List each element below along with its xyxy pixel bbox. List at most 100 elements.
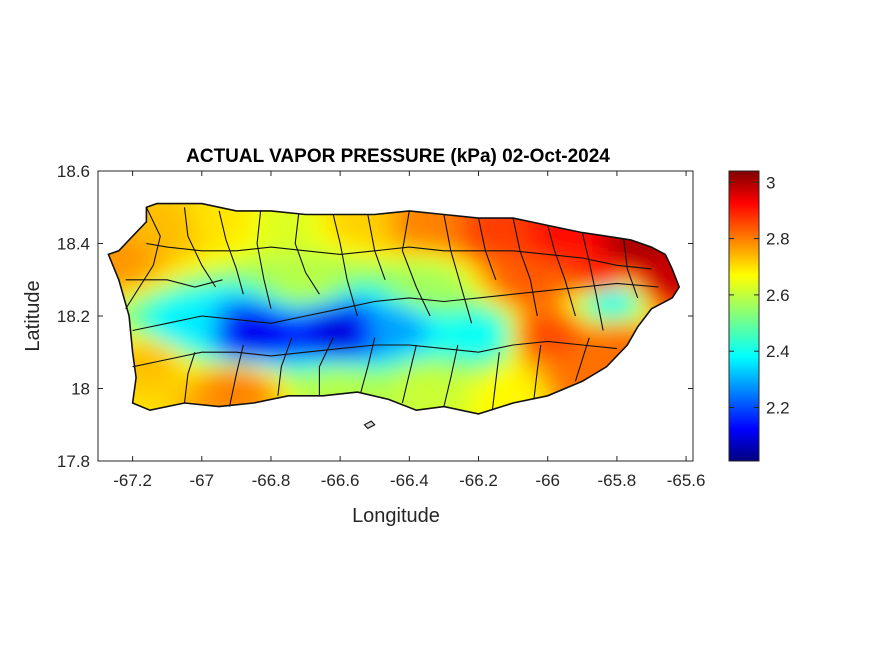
- field-cell: [492, 306, 502, 316]
- field-cell: [517, 358, 527, 368]
- field-cell: [143, 262, 153, 272]
- municipality-border: [574, 337, 590, 382]
- field-cell: [633, 288, 643, 298]
- field-cell: [284, 254, 294, 263]
- field-cell: [641, 306, 651, 316]
- field-cell: [201, 306, 211, 316]
- field-cell: [293, 367, 303, 377]
- field-cell: [268, 332, 278, 342]
- field-cell: [260, 332, 270, 342]
- field-cell: [434, 262, 444, 272]
- field-cell: [201, 271, 211, 281]
- field-cell: [409, 236, 419, 246]
- field-cell: [334, 288, 344, 298]
- field-cell: [417, 227, 427, 237]
- field-cell: [268, 236, 278, 246]
- field-cell: [160, 332, 170, 342]
- field-cell: [359, 262, 369, 272]
- field-cell: [343, 332, 353, 342]
- field-cell: [500, 271, 510, 281]
- field-cell: [260, 227, 270, 237]
- field-cell: [500, 236, 510, 246]
- field-cell: [318, 306, 328, 316]
- field-cell: [442, 384, 452, 394]
- field-cell: [218, 297, 228, 307]
- field-cell: [558, 341, 568, 350]
- y-tick-label: 18.4: [57, 235, 90, 254]
- field-cell: [575, 375, 585, 385]
- field-cell: [567, 332, 577, 342]
- field-cell: [152, 393, 162, 403]
- field-cell: [426, 367, 436, 377]
- field-cell: [467, 401, 477, 411]
- field-cell: [509, 341, 519, 350]
- field-cell: [318, 332, 328, 342]
- municipality-border: [443, 214, 473, 324]
- field-cell: [658, 280, 668, 290]
- field-cell: [550, 375, 560, 385]
- field-cell: [218, 384, 228, 394]
- field-cell: [550, 245, 560, 255]
- field-cell: [509, 219, 519, 229]
- field-cell: [500, 306, 510, 316]
- field-cell: [218, 288, 228, 298]
- field-cell: [243, 341, 253, 350]
- field-cell: [434, 375, 444, 385]
- field-cell: [517, 384, 527, 394]
- field-cell: [201, 349, 211, 359]
- field-cell: [534, 306, 544, 316]
- field-cell: [127, 262, 137, 272]
- field-cell: [343, 280, 353, 290]
- field-cell: [384, 210, 394, 220]
- field-cell: [359, 280, 369, 290]
- field-cell: [575, 314, 585, 324]
- field-cell: [193, 358, 203, 368]
- field-cell: [243, 375, 253, 385]
- field-cell: [451, 219, 460, 229]
- field-cell: [268, 314, 278, 324]
- field-cell: [417, 367, 427, 377]
- field-cell: [525, 375, 535, 385]
- field-cell: [392, 375, 402, 385]
- x-axis-ticks: -67.2 -67 -66.8 -66.6 -66.4 -66.2 -66 -65.8 -65.…: [113, 171, 705, 490]
- field-cell: [401, 375, 411, 385]
- field-cell: [301, 367, 311, 377]
- field-cell: [334, 219, 344, 229]
- field-cell: [459, 358, 469, 368]
- field-cell: [152, 262, 162, 272]
- field-cell: [525, 219, 535, 229]
- field-cell: [185, 323, 195, 333]
- field-cell: [226, 288, 236, 298]
- field-cell: [500, 358, 510, 368]
- x-tick-label: -67.2: [113, 471, 152, 490]
- field-cell: [235, 219, 245, 229]
- field-cell: [417, 349, 427, 359]
- field-cell: [260, 393, 270, 403]
- field-cell: [525, 297, 535, 307]
- field-cell: [235, 358, 245, 368]
- field-cell: [417, 219, 427, 229]
- field-cell: [301, 314, 311, 324]
- field-cell: [185, 203, 195, 211]
- field-cell: [492, 262, 502, 272]
- field-cell: [417, 210, 427, 220]
- field-cell: [143, 375, 153, 385]
- field-cell: [143, 227, 153, 237]
- field-cell: [168, 393, 178, 403]
- colorbar-tick-label: 2.6: [766, 286, 790, 305]
- field-cell: [343, 384, 353, 394]
- field-cell: [210, 254, 220, 263]
- field-cell: [326, 375, 336, 385]
- field-cell: [451, 332, 460, 342]
- field-cell: [367, 358, 377, 368]
- field-cell: [542, 314, 552, 324]
- field-cell: [193, 306, 203, 316]
- field-cell: [550, 297, 560, 307]
- field-cell: [434, 393, 444, 403]
- field-cell: [260, 341, 270, 350]
- field-cell: [201, 227, 211, 237]
- field-cell: [193, 384, 203, 394]
- field-cell: [459, 341, 469, 350]
- field-cell: [293, 271, 303, 281]
- field-cell: [276, 245, 286, 255]
